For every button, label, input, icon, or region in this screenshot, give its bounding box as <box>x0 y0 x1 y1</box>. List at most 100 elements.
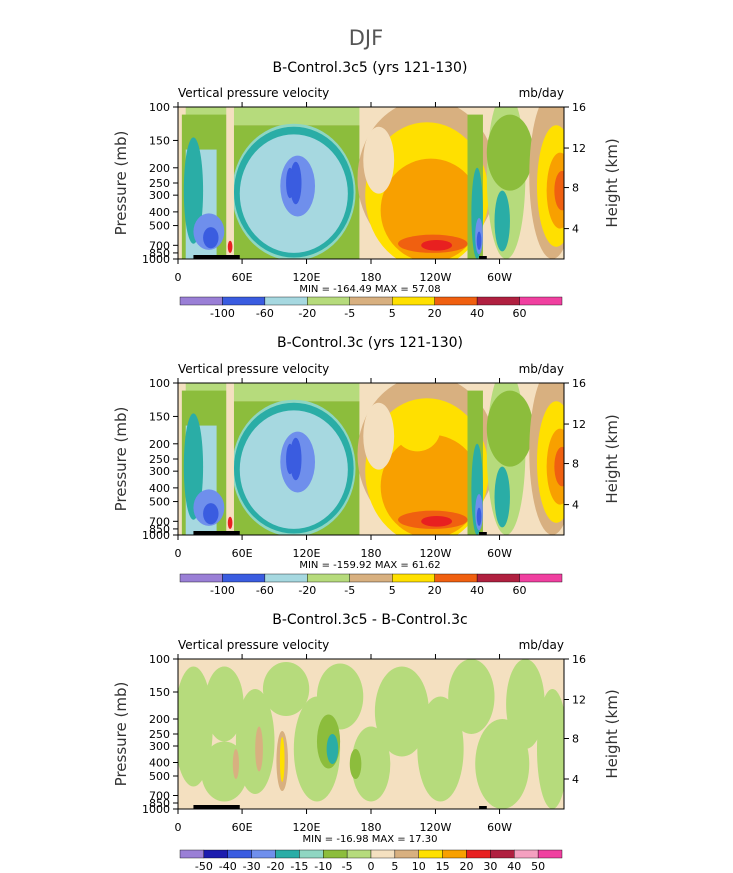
lon-tick-label: 0 <box>175 821 182 834</box>
colorbar-swatch <box>203 849 228 859</box>
height-tick-label: 16 <box>572 653 586 666</box>
region-subsidence-strip <box>226 383 234 535</box>
lon-tick-label: 120E <box>293 547 321 560</box>
colorbar-swatch <box>490 849 515 859</box>
region-lgreen <box>448 659 495 734</box>
colorbar-swatch <box>519 573 563 583</box>
colorbar-label: -40 <box>219 860 237 873</box>
min-max-stats: MIN = -159.92 MAX = 61.62 <box>299 560 440 571</box>
colorbar-swatch <box>392 573 435 583</box>
pressure-tick-label: 250 <box>149 728 170 741</box>
region-blue <box>476 231 482 250</box>
pressure-tick-label: 500 <box>149 496 170 509</box>
height-tick-label: 16 <box>572 377 586 390</box>
colorbar-swatch <box>514 849 539 859</box>
region-tan <box>255 726 263 772</box>
colorbar-swatch <box>476 296 520 306</box>
lon-tick-label: 60W <box>487 547 512 560</box>
region-lgreen <box>374 666 429 757</box>
variable-label: Vertical pressure velocity <box>178 86 329 100</box>
pressure-tick-label: 1000 <box>142 803 170 816</box>
region-dorg <box>554 170 564 211</box>
y-axis-label: Pressure (mb) <box>112 131 130 236</box>
colorbar-swatch <box>251 849 276 859</box>
pressure-tick-label: 400 <box>149 757 170 770</box>
pressure-tick-label: 100 <box>149 101 170 114</box>
pressure-tick-label: 250 <box>149 453 170 466</box>
colorbar-label: 20 <box>428 584 442 597</box>
region-orange <box>380 434 481 535</box>
region-blue <box>203 503 219 525</box>
topography <box>193 805 240 809</box>
region-lgreen <box>506 659 545 749</box>
region-green <box>349 749 362 779</box>
colorbar-swatch <box>227 849 252 859</box>
colorbar-swatch <box>519 296 563 306</box>
colorbar-swatch <box>264 296 308 306</box>
region-blue <box>476 507 482 526</box>
pressure-tick-label: 200 <box>149 162 170 175</box>
colorbar-label: -20 <box>298 584 316 597</box>
min-max-stats: MIN = -16.98 MAX = 17.30 <box>303 834 438 845</box>
lon-tick-label: 60E <box>232 271 253 284</box>
topography <box>479 256 487 259</box>
colorbar-swatch <box>434 573 478 583</box>
colorbar-swatch <box>442 849 467 859</box>
pressure-tick-label: 200 <box>149 713 170 726</box>
colorbar-swatch <box>222 296 266 306</box>
lon-tick-label: 60E <box>232 821 253 834</box>
colorbar-label: -5 <box>344 584 355 597</box>
pressure-tick-label: 500 <box>149 770 170 783</box>
colorbar-label: -100 <box>210 584 235 597</box>
colorbar-label: -100 <box>210 307 235 320</box>
colorbar-swatch <box>346 849 372 859</box>
pressure-tick-label: 700 <box>149 239 170 252</box>
topography <box>193 531 240 535</box>
colorbar-swatch <box>394 849 419 859</box>
height-tick-label: 8 <box>572 458 579 471</box>
region-red <box>421 240 453 251</box>
topography <box>479 532 487 535</box>
colorbar-swatch <box>466 849 491 859</box>
contour-field <box>178 659 564 809</box>
topography <box>479 806 487 809</box>
height-tick-label: 12 <box>572 142 586 155</box>
colorbar-swatch <box>323 849 348 859</box>
region-lgreen <box>235 689 275 794</box>
region-green <box>486 390 534 467</box>
height-tick-label: 8 <box>572 733 579 746</box>
y2-axis-label: Height (km) <box>603 414 621 503</box>
region-yel <box>394 405 441 452</box>
units-label: mb/day <box>519 362 564 376</box>
panel-title: B-Control.3c5 - B-Control.3c <box>272 612 468 628</box>
height-tick-label: 8 <box>572 182 579 195</box>
region-orange <box>380 158 481 259</box>
colorbar-label: -20 <box>267 860 285 873</box>
region-lgreen <box>178 666 213 787</box>
colorbar-label: 20 <box>428 307 442 320</box>
pressure-tick-label: 700 <box>149 515 170 528</box>
colorbar-label: 50 <box>531 860 545 873</box>
height-tick-label: 4 <box>572 223 579 236</box>
pressure-tick-label: 850 <box>149 797 170 810</box>
lon-tick-label: 120E <box>293 821 321 834</box>
pressure-tick-label: 150 <box>149 410 170 423</box>
region-lgreen <box>262 662 310 716</box>
pressure-tick-label: 850 <box>149 523 170 536</box>
pressure-tick-label: 250 <box>149 177 170 190</box>
colorbar-label: 30 <box>483 860 497 873</box>
y-axis-label: Pressure (mb) <box>112 407 130 512</box>
colorbar-label: 40 <box>507 860 521 873</box>
pressure-tick-label: 850 <box>149 247 170 260</box>
pressure-tick-label: 300 <box>149 465 170 478</box>
region-lgreen <box>205 666 244 742</box>
variable-label: Vertical pressure velocity <box>178 638 329 652</box>
colorbar-label: -5 <box>344 307 355 320</box>
lon-tick-label: 120W <box>420 271 452 284</box>
panel-1: B-Control.3c5 (yrs 121-130) Vertical pres… <box>112 60 621 320</box>
region-blue <box>289 437 302 481</box>
colorbar-swatch <box>307 296 350 306</box>
colorbar-swatch <box>222 573 266 583</box>
lon-tick-label: 120E <box>293 271 321 284</box>
